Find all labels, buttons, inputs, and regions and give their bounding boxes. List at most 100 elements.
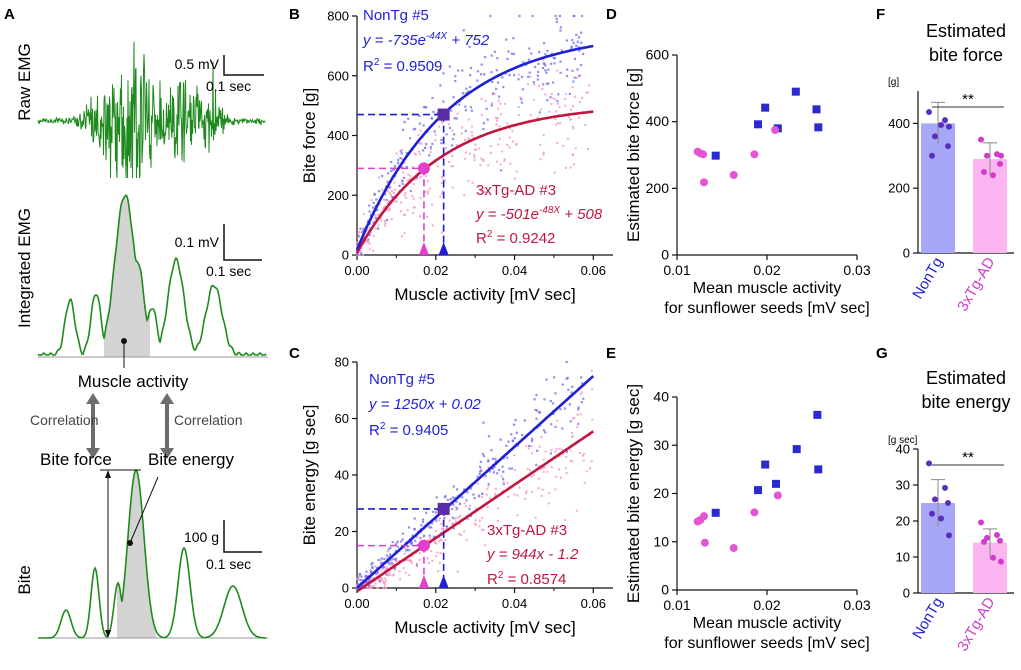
tg-raw-point [395,152,398,155]
tg-raw-point [451,523,454,526]
tg-raw-point [571,125,574,128]
tg-raw-point [561,448,564,451]
tg-raw-point [450,165,453,168]
individual-data-point [998,152,1004,159]
tg-raw-point [506,481,509,484]
tg-raw-point [429,537,432,540]
tg-raw-point [434,529,437,532]
individual-data-point [945,500,951,506]
tg-raw-point [496,507,499,510]
nontg-raw-point [494,460,498,463]
tg-raw-point [558,105,561,108]
nontg-raw-point [473,496,476,500]
tg-raw-point [502,480,505,483]
individual-data-point [938,515,944,522]
tg-raw-point [429,148,432,151]
tg-raw-point [456,112,459,115]
nontg-raw-point [550,423,553,426]
nontg-raw-point [522,61,525,64]
tg-raw-point [564,93,567,96]
nontg-raw-point [576,40,579,43]
category-label: NonTg [909,595,946,642]
tg-raw-point [564,166,567,169]
nontg-raw-point [493,50,497,53]
nontg-raw-point [454,75,457,78]
tg-raw-point [377,224,380,227]
category-label: 3xTg-AD [954,254,998,314]
nontg-raw-point [571,38,574,42]
tg-raw-point [481,517,484,520]
nontg-raw-point [578,74,581,78]
tg-raw-point [573,163,576,166]
nontg-raw-point [565,360,568,364]
nontg-raw-point [380,562,383,565]
x-tick-label: 0.01 [663,262,690,278]
tg-raw-point [359,254,362,256]
nontg-raw-point [362,228,365,231]
tg-raw-point [497,519,500,522]
tg-raw-point [556,142,559,145]
nontg-raw-point [507,50,510,53]
tg-raw-point [514,469,517,472]
nontg-raw-point [570,46,573,50]
tg-raw-point [420,175,423,178]
tg-raw-point [377,578,380,581]
nontg-raw-point [368,210,371,213]
nontg-raw-point [458,502,461,505]
tg-raw-point [418,552,421,555]
tg-raw-point [406,179,409,182]
tg-raw-point [463,502,466,505]
nontg-raw-point [464,129,467,133]
tg-raw-point [455,516,458,519]
tg-raw-point [497,143,500,146]
tg-raw-point [368,583,371,586]
tg-raw-point [454,505,457,508]
tg-raw-point [495,119,498,122]
nontg-raw-point [544,69,547,72]
tg-raw-point [440,231,443,234]
nontg-raw-point [387,548,390,551]
tg-raw-point [494,116,497,119]
nontg-raw-point [392,558,395,561]
nontg-raw-point [468,507,471,510]
individual-data-point [945,143,951,150]
tg-raw-point [540,494,543,497]
tg-raw-point [384,583,387,586]
individual-data-point [946,532,952,539]
nontg-raw-point [535,463,538,466]
tg-equation: y = 944x - 1.2 [486,546,579,563]
tg-raw-point [367,229,370,232]
tg-raw-point [369,577,372,580]
tg-raw-point [394,200,397,203]
x-axis-title-line2: for sunflower seeds [mV sec] [664,300,869,317]
tg-raw-point [431,224,434,227]
nontg-raw-point [482,122,486,125]
nontg-raw-point [559,408,562,411]
nontg-raw-point [577,406,580,409]
nontg-raw-point [361,238,364,242]
nontg-raw-point [577,46,580,49]
nontg-raw-point [472,493,475,496]
nontg-legend-name: NonTg #5 [369,371,435,388]
nontg-raw-point [368,222,372,225]
tg-raw-point [559,476,562,479]
tg-raw-point [454,520,457,523]
tg-raw-point [357,236,360,239]
nontg-raw-point [370,570,373,573]
tg-raw-point [590,460,593,463]
nontg-raw-point [442,517,446,520]
nontg-raw-point [500,169,503,172]
nontg-raw-point [544,431,547,434]
x-axis-title-line1: Mean muscle activity [693,615,842,632]
nontg-raw-point [508,73,511,77]
tg-raw-point [356,241,359,244]
nontg-raw-point [414,127,417,131]
nontg-selected-marker [437,502,450,515]
nontg-raw-point [452,527,455,530]
nontg-raw-point [492,92,495,95]
nontg-raw-point [393,165,397,168]
tg-raw-point [532,474,535,477]
nontg-legend-name: NonTg #5 [363,7,429,24]
nontg-raw-point [365,570,368,573]
nontg-raw-point [476,79,479,82]
